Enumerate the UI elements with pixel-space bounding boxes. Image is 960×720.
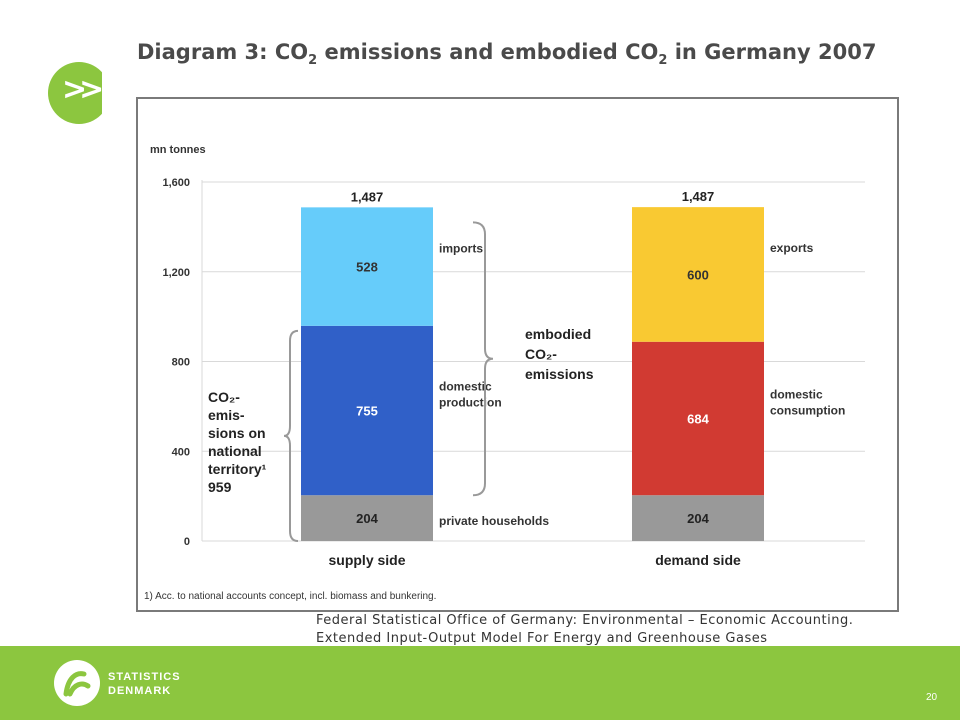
territory-annotation-line: CO₂- — [208, 389, 240, 405]
bar-segment — [632, 207, 764, 342]
category-label: supply side — [328, 552, 405, 568]
bar-segment — [301, 207, 433, 326]
bar-value-label: 684 — [687, 411, 709, 426]
y-tick-label: 0 — [184, 536, 190, 548]
title-suffix: in Germany 2007 — [667, 40, 877, 64]
bar-value-label: 528 — [356, 260, 378, 275]
chart-footnote: 1) Acc. to national accounts concept, in… — [144, 591, 436, 602]
territory-annotation-line: territory¹ — [208, 461, 267, 477]
bar-value-label: 755 — [356, 404, 378, 419]
bar-segment — [301, 495, 433, 541]
logo-line-1: STATISTICS — [108, 671, 181, 683]
stacked-bar-chart: mn tonnes 0 400 800 1,200 1,600 204 private hou… — [144, 144, 865, 602]
logo-line-2: DENMARK — [108, 685, 172, 697]
page-title: Diagram 3: CO2 emissions and embodied CO… — [137, 40, 876, 68]
segment-label: private households — [439, 514, 549, 528]
bar-value-label: 204 — [687, 511, 709, 526]
y-tick-label: 1,600 — [162, 177, 190, 189]
title-prefix: Diagram 3: CO — [137, 40, 309, 64]
territory-annotation-line: national — [208, 443, 262, 459]
source-citation: Federal Statistical Office of Germany: E… — [316, 612, 853, 648]
title-sub-1: 2 — [308, 53, 318, 69]
segment-label: domestic — [439, 380, 492, 394]
chevron-badge — [48, 62, 110, 124]
bar-value-label: 600 — [687, 267, 709, 282]
source-line-2: Extended Input-Output Model For Energy a… — [316, 631, 768, 646]
bar-total-label: 1,487 — [682, 189, 715, 204]
segment-label: imports — [439, 241, 483, 255]
double-chevron-icon: >> — [62, 72, 104, 107]
bar-segment — [632, 495, 764, 541]
embodied-annotation-line: CO₂- — [525, 346, 557, 362]
segment-label: domestic — [770, 387, 823, 401]
segment-label: exports — [770, 241, 814, 255]
unit-label: mn tonnes — [150, 144, 206, 156]
y-tick-label: 400 — [172, 446, 190, 458]
title-middle: emissions and embodied CO — [317, 40, 659, 64]
page-number: 20 — [926, 692, 938, 703]
chart-frame: mn tonnes 0 400 800 1,200 1,600 204 private hou… — [136, 97, 899, 612]
bar-value-label: 204 — [356, 511, 378, 526]
title-sub-2: 2 — [658, 53, 668, 69]
territory-annotation-line: sions on — [208, 425, 266, 441]
badge-mask — [102, 58, 142, 128]
segment-label: consumption — [770, 403, 845, 417]
territory-annotation-line: 959 — [208, 479, 232, 495]
source-line-1: Federal Statistical Office of Germany: E… — [316, 613, 854, 628]
logo-wordmark: STATISTICS DENMARK — [108, 670, 181, 698]
footer-bar — [0, 646, 960, 720]
segment-label: production — [439, 396, 502, 410]
embodied-annotation-line: emissions — [525, 366, 594, 382]
territory-brace-icon — [283, 329, 299, 542]
y-tick-label: 1,200 — [162, 267, 190, 279]
embodied-brace-icon — [472, 221, 494, 497]
bar-total-label: 1,487 — [351, 189, 384, 204]
embodied-annotation-line: embodied — [525, 326, 591, 342]
statistics-denmark-logo-icon — [54, 660, 100, 706]
territory-annotation-line: emis- — [208, 407, 245, 423]
y-tick-label: 800 — [172, 357, 190, 369]
bar-segment — [632, 341, 764, 496]
category-label: demand side — [655, 552, 741, 568]
bar-segment — [301, 325, 433, 496]
